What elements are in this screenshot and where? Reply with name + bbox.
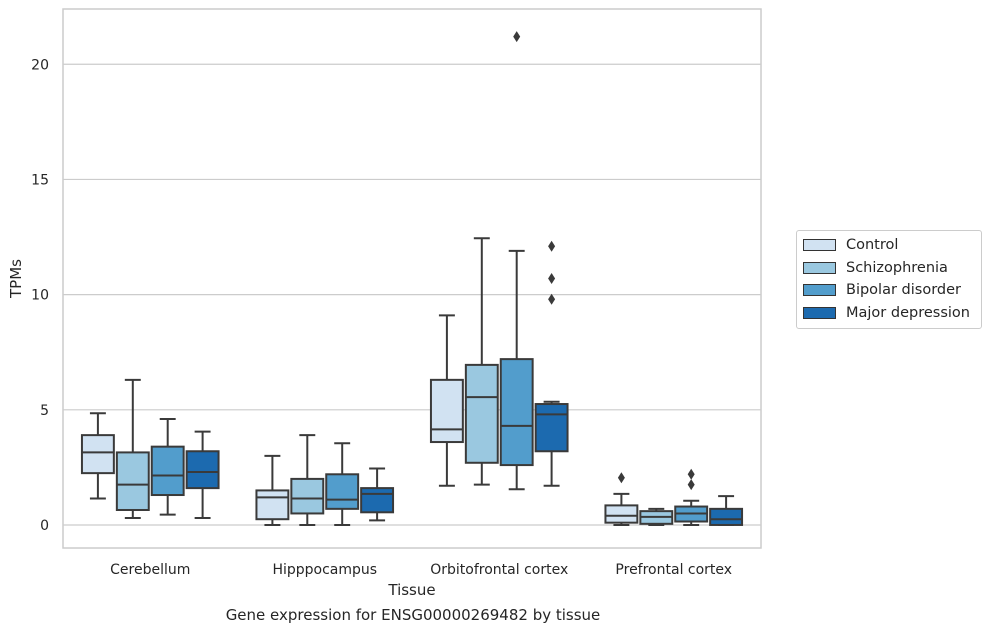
y-tick-labels: 0 5 10 15 20 bbox=[31, 57, 49, 534]
box-2-0 bbox=[429, 314, 464, 487]
legend-swatch bbox=[803, 261, 836, 274]
y-axis-label: TPMs bbox=[7, 259, 25, 299]
box-1-3 bbox=[360, 467, 395, 522]
legend: Control Schizophrenia Bipolar disorder Majo… bbox=[796, 230, 982, 329]
box-2-3 bbox=[534, 240, 569, 487]
legend-label: Major depression bbox=[846, 304, 970, 321]
y-tick-label: 0 bbox=[40, 518, 49, 534]
box-2-1 bbox=[464, 237, 499, 486]
y-tick-label: 15 bbox=[31, 172, 49, 188]
box-plot-boxes bbox=[80, 31, 744, 526]
box-3-0 bbox=[604, 472, 639, 526]
box-iqr bbox=[709, 507, 744, 526]
outlier-point bbox=[548, 293, 556, 305]
box-iqr bbox=[604, 504, 639, 524]
box-1-0 bbox=[255, 454, 290, 526]
box-3-2 bbox=[674, 468, 709, 526]
legend-label: Schizophrenia bbox=[846, 259, 948, 276]
x-tick-label: Cerebellum bbox=[110, 562, 190, 578]
legend-label: Bipolar disorder bbox=[846, 282, 961, 299]
box-0-2 bbox=[150, 418, 185, 516]
box-iqr bbox=[80, 434, 115, 475]
outlier-point bbox=[687, 479, 695, 491]
box-iqr bbox=[534, 403, 569, 453]
box-3-3 bbox=[709, 495, 744, 526]
outlier-point bbox=[687, 468, 695, 480]
legend-item: Schizophrenia bbox=[797, 257, 981, 280]
box-iqr bbox=[150, 445, 185, 497]
legend-label: Control bbox=[846, 237, 899, 254]
grid-lines bbox=[63, 63, 761, 526]
box-iqr bbox=[115, 451, 150, 511]
box-iqr bbox=[185, 450, 220, 490]
figure-caption: Gene expression for ENSG00000269482 by t… bbox=[225, 606, 601, 624]
box-2-2 bbox=[499, 31, 534, 491]
legend-item: Major depression bbox=[797, 302, 981, 325]
box-3-1 bbox=[639, 507, 674, 526]
x-axis-label: Tissue bbox=[387, 581, 435, 599]
box-0-3 bbox=[185, 430, 220, 520]
x-tick-labels: Cerebellum Hipppocampus Orbitofrontal cort… bbox=[110, 562, 732, 578]
outlier-point bbox=[513, 31, 521, 43]
box-1-2 bbox=[325, 442, 360, 526]
box-iqr bbox=[255, 489, 290, 521]
legend-item: Bipolar disorder bbox=[797, 279, 981, 302]
box-iqr bbox=[429, 378, 464, 444]
y-tick-label: 10 bbox=[31, 288, 49, 304]
legend-item: Control bbox=[797, 234, 981, 257]
box-iqr bbox=[499, 358, 534, 467]
box-iqr bbox=[290, 477, 325, 515]
outlier-point bbox=[617, 472, 625, 484]
x-tick-label: Hipppocampus bbox=[272, 562, 377, 578]
legend-swatch bbox=[803, 284, 836, 297]
box-iqr bbox=[464, 363, 499, 464]
y-tick-label: 20 bbox=[31, 57, 49, 73]
box-1-1 bbox=[290, 434, 325, 526]
x-tick-label: Prefrontal cortex bbox=[615, 562, 732, 578]
legend-swatch bbox=[803, 306, 836, 319]
box-0-1 bbox=[115, 378, 150, 520]
y-tick-label: 5 bbox=[40, 403, 49, 419]
plot-frame bbox=[62, 8, 762, 549]
legend-swatch bbox=[803, 239, 836, 252]
box-0-0 bbox=[80, 412, 115, 500]
box-iqr bbox=[360, 487, 395, 514]
outlier-point bbox=[548, 273, 556, 284]
outlier-point bbox=[548, 240, 556, 252]
x-tick-label: Orbitofrontal cortex bbox=[430, 562, 568, 578]
box-iqr bbox=[325, 473, 360, 510]
